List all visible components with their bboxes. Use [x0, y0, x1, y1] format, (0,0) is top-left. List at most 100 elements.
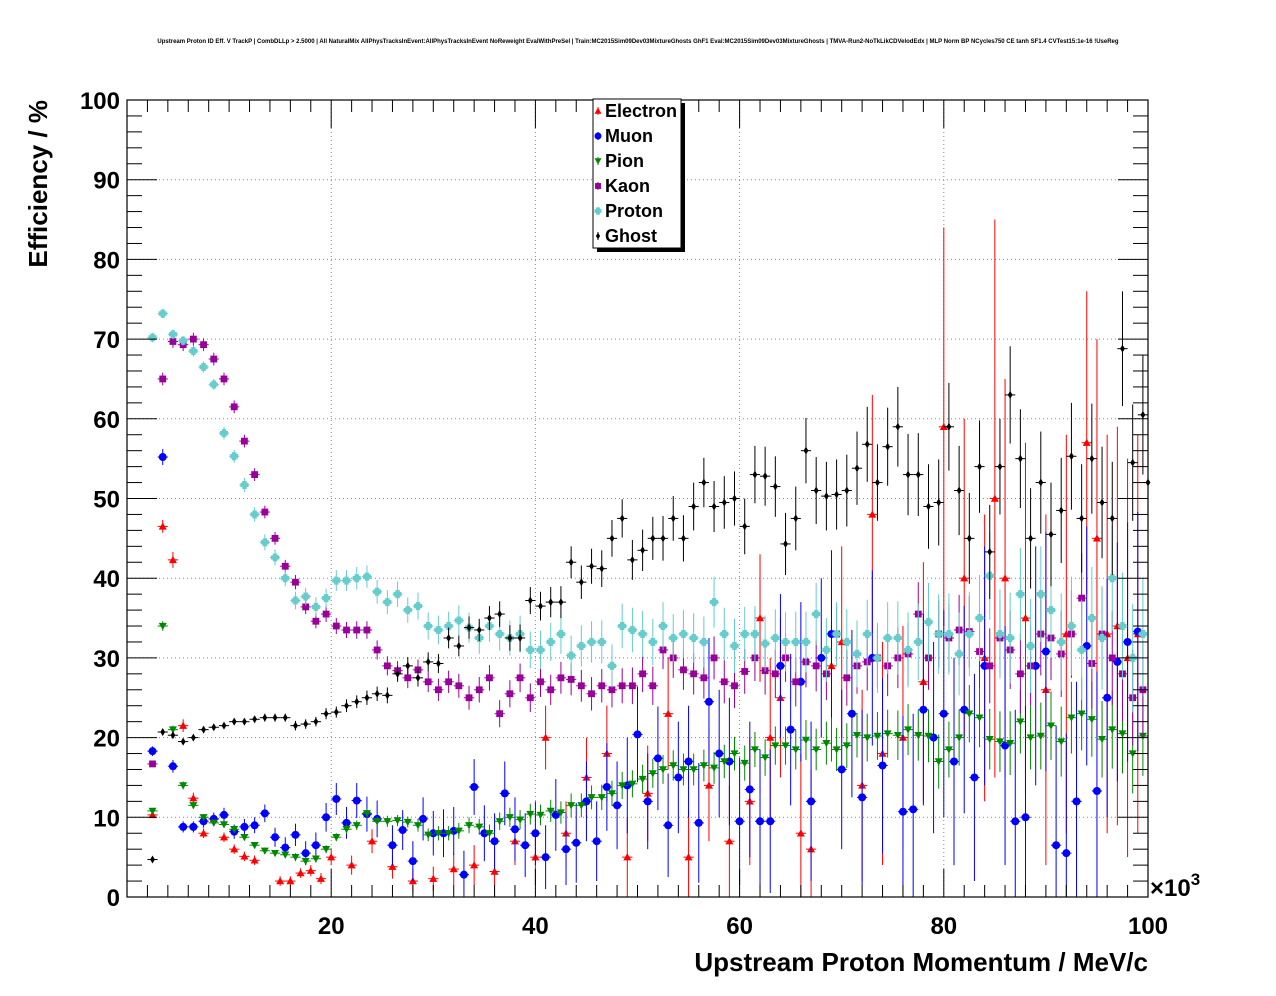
- data-point: [647, 618, 658, 666]
- x-tick-label: 20: [318, 913, 345, 940]
- data-point: [157, 308, 168, 319]
- data-point: [218, 372, 230, 386]
- data-point: [872, 622, 883, 693]
- data-point: [841, 723, 852, 768]
- data-point: [351, 783, 362, 819]
- data-point: [586, 548, 597, 584]
- data-point: [908, 713, 919, 897]
- data-point: [218, 721, 230, 730]
- data-point: [943, 593, 955, 675]
- data-point: [423, 612, 434, 640]
- data-point: [1066, 402, 1077, 510]
- data-point: [269, 531, 281, 545]
- data-point: [708, 576, 720, 628]
- data-point: [678, 610, 689, 658]
- data-point: [402, 597, 413, 623]
- data-point: [372, 579, 383, 604]
- data-point: [366, 829, 378, 854]
- data-point: [463, 817, 475, 834]
- chart-title: Upstream Proton ID Eff. V TrackP | CombD…: [157, 39, 1118, 45]
- data-point: [463, 616, 475, 639]
- data-point: [765, 749, 776, 894]
- y-tick-label: 90: [93, 168, 120, 195]
- data-point: [576, 565, 587, 599]
- data-point: [984, 504, 995, 599]
- data-point: [280, 570, 291, 587]
- data-point: [198, 828, 209, 839]
- data-point: [933, 459, 944, 546]
- data-point: [591, 801, 602, 882]
- data-point: [790, 729, 801, 770]
- data-point: [913, 603, 924, 681]
- data-point: [147, 746, 158, 756]
- data-point: [698, 749, 709, 782]
- data-point: [1091, 339, 1103, 738]
- data-point: [469, 759, 480, 815]
- data-point: [239, 851, 250, 862]
- data-point: [698, 457, 709, 508]
- data-point: [1025, 705, 1036, 770]
- data-point: [382, 656, 393, 676]
- data-point: [392, 665, 403, 682]
- data-point: [509, 797, 521, 862]
- data-point: [341, 622, 352, 638]
- data-point: [571, 802, 582, 883]
- data-point: [617, 668, 628, 704]
- data-point: [663, 657, 674, 770]
- data-point: [617, 771, 628, 799]
- data-point: [586, 621, 597, 663]
- data-point: [596, 669, 607, 703]
- legend-entry-ghost: Ghost: [595, 226, 657, 246]
- data-point: [423, 652, 434, 672]
- data-point: [188, 332, 199, 346]
- data-point: [851, 620, 863, 688]
- data-point: [269, 549, 281, 566]
- data-point: [708, 751, 720, 784]
- data-point: [1117, 291, 1128, 407]
- data-point: [484, 665, 495, 691]
- data-point: [831, 728, 842, 772]
- data-point: [351, 567, 362, 590]
- data-point: [147, 760, 158, 768]
- data-point: [147, 855, 158, 864]
- data-point: [729, 471, 740, 526]
- data-point: [770, 609, 781, 667]
- data-point: [632, 686, 643, 783]
- data-point: [785, 653, 796, 806]
- data-point: [744, 721, 755, 858]
- legend-box: [592, 98, 682, 249]
- data-point: [637, 529, 648, 572]
- data-point: [346, 855, 357, 875]
- data-point: [1066, 681, 1077, 754]
- data-point: [402, 657, 413, 675]
- data-point: [320, 606, 332, 623]
- data-point: [167, 551, 179, 568]
- data-point: [739, 606, 750, 662]
- data-point: [494, 812, 505, 831]
- data-point: [300, 857, 311, 866]
- data-point: [310, 854, 321, 863]
- data-point: [198, 338, 209, 352]
- data-point: [178, 335, 189, 346]
- data-point: [688, 613, 699, 663]
- data-point: [218, 821, 230, 829]
- data-point: [198, 814, 209, 822]
- data-point: [821, 721, 832, 765]
- data-point: [249, 468, 260, 481]
- data-point: [361, 690, 373, 705]
- data-point: [719, 607, 730, 661]
- series-ghost: [147, 291, 1151, 864]
- data-point: [535, 630, 546, 670]
- data-point: [545, 674, 556, 705]
- data-point: [1025, 488, 1036, 589]
- data-point: [811, 640, 822, 692]
- data-point: [259, 847, 270, 855]
- data-point: [1137, 578, 1148, 690]
- y-tick-label: 60: [93, 407, 120, 434]
- data-point: [305, 865, 316, 877]
- data-point: [326, 849, 337, 866]
- data-point: [601, 743, 612, 831]
- legend-label: Proton: [605, 201, 663, 221]
- data-point: [1035, 546, 1046, 642]
- data-point: [657, 755, 669, 784]
